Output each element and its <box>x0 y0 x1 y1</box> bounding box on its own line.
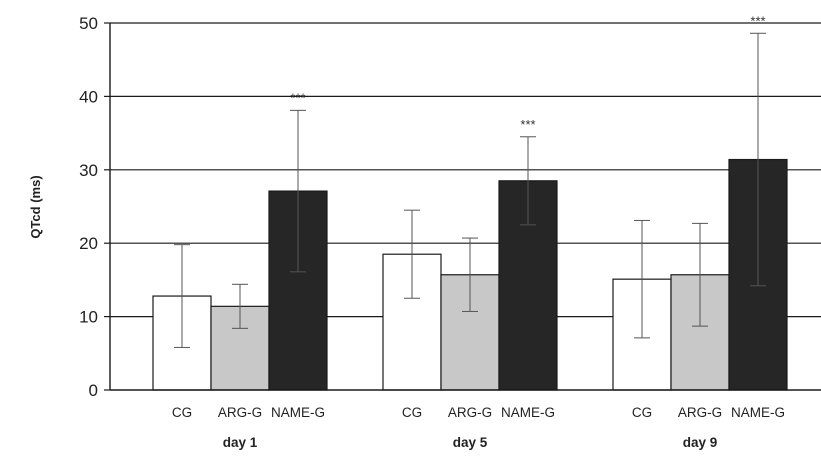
category-label-1-1: ARG-G <box>448 405 492 420</box>
category-label-2-1: ARG-G <box>678 405 722 420</box>
axes <box>104 22 821 391</box>
y-tick-label-40: 40 <box>79 87 98 106</box>
error-bars <box>174 32 766 348</box>
gridlines <box>110 22 821 318</box>
significance-label-2-2: *** <box>750 13 765 28</box>
y-tick-label-30: 30 <box>79 161 98 180</box>
y-axis-title: QTcd (ms) <box>28 175 43 238</box>
category-label-0-0: CG <box>172 405 192 420</box>
significance-label-0-2: *** <box>290 90 305 105</box>
group-label-2: day 9 <box>683 435 718 450</box>
significance-label-1-2: *** <box>520 117 535 132</box>
category-label-0-1: ARG-G <box>218 405 262 420</box>
category-label-1-2: NAME-G <box>501 405 555 420</box>
labels: 0 10 20 30 40 50 CG ARG-G *** NAME-G day 1 CG ARG-G *… <box>79 13 785 450</box>
group-label-1: day 5 <box>453 435 488 450</box>
y-tick-label-10: 10 <box>79 308 98 327</box>
y-tick-label-50: 50 <box>79 14 98 33</box>
y-tick-label-20: 20 <box>79 234 98 253</box>
category-label-0-2: NAME-G <box>271 405 325 420</box>
y-tick-label-0: 0 <box>89 381 98 400</box>
category-label-2-2: NAME-G <box>731 405 785 420</box>
category-label-2-0: CG <box>632 405 652 420</box>
category-label-1-0: CG <box>402 405 422 420</box>
group-label-0: day 1 <box>223 435 258 450</box>
